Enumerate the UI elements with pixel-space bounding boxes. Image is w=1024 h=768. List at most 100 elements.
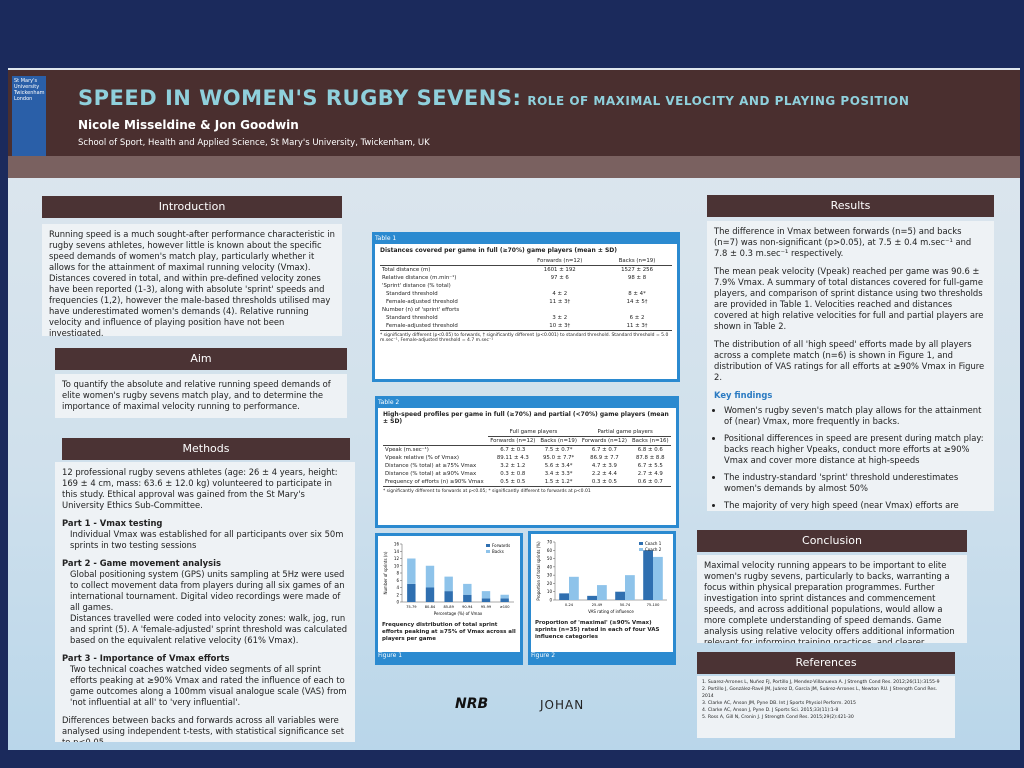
x-axis-label: VAS rating of influence <box>588 609 634 614</box>
bar <box>615 591 625 600</box>
bar <box>463 583 472 595</box>
table-cell: 6.7 ± 0.7 <box>591 447 617 453</box>
y-tick-label: 6 <box>396 578 399 583</box>
header-row: Forwards (n=12) Backs (n=19) Forwards (n=1… <box>383 436 671 446</box>
x-tick-label: ≥100 <box>500 605 511 609</box>
header-stripe <box>8 156 1020 178</box>
table-row: Female-adjusted threshold 11 ± 3† 14 ± 5† <box>380 298 672 306</box>
figure-panel: 0 2 4 6 8 10 12 14 16 Number of sprints (n) Percen… <box>375 533 523 665</box>
logo: NRB <box>455 696 489 712</box>
column-header: Forwards (n=12) <box>487 436 538 446</box>
table-cell: Frequency of efforts (n) ≥90% Vmax <box>383 478 488 487</box>
figure-label: Figure 1 <box>378 652 403 659</box>
part-text: Individual Vmax was established for all … <box>70 529 344 550</box>
table-footnote: * significantly different to forwards at… <box>383 489 591 494</box>
table-cell: 5.6 ± 3.4* <box>544 463 573 469</box>
x-tick-label: 80-84 <box>425 605 436 609</box>
bar <box>407 583 416 602</box>
paragraph: Differences between backs and forwards a… <box>62 715 345 742</box>
y-tick-label: 0 <box>396 600 399 605</box>
affiliation: School of Sport, Health and Applied Scie… <box>78 138 430 148</box>
table-cell: 0.5 ± 0.5 <box>487 478 538 487</box>
table-body: High-speed profiles per game in full (≥7… <box>378 408 676 525</box>
group-row: Full game players Partial game players <box>383 428 671 437</box>
logo: St Mary's University Twickenham London <box>12 76 46 156</box>
table-cell: 98 ± 8 <box>627 275 647 281</box>
y-axis-label: Proportion of total sprints (%) <box>536 541 541 601</box>
legend-label: Coach 1 <box>645 541 662 546</box>
table-cell: 6 ± 2 <box>629 315 645 321</box>
bar <box>463 594 472 602</box>
table-cell: 4 ± 2 <box>552 291 568 297</box>
bar <box>643 550 653 600</box>
bar <box>559 593 569 600</box>
subtitle: ROLE OF MAXIMAL VELOCITY AND PLAYING POS… <box>527 94 910 108</box>
figure-body: 0 2 4 6 8 10 12 14 16 Number of sprints (n) Percen… <box>378 536 520 652</box>
table-label: Table 2 <box>378 399 400 406</box>
table-cell: Distance (% total) at ≥90% Vmax <box>385 471 477 477</box>
table-cell: 0.3 ± 0.8 <box>500 471 526 477</box>
table-rows: Total distance (m) 1601 ± 192 1527 ± 256 Re… <box>380 266 672 331</box>
x-tick-label: 85-89 <box>443 605 454 609</box>
table-cell: 2.7 ± 4.9 <box>637 471 663 477</box>
x-tick-label: 0-24 <box>565 603 574 607</box>
table-cell: Distance (% total) at ≥75% Vmax <box>385 463 477 469</box>
key-finding: Positional differences in speed are pres… <box>724 433 987 466</box>
part-title: Part 2 - Game movement analysis <box>62 558 221 568</box>
y-tick-label: 10 <box>394 563 400 568</box>
chart: 0 2 4 6 8 10 12 14 16 Number of sprints (n) Percen… <box>383 542 514 616</box>
reference: 2. Portillo J, González-Ravé JM, Juárez … <box>702 687 938 699</box>
paragraph: 12 professional rugby sevens athletes (a… <box>62 467 338 510</box>
y-tick-label: 70 <box>547 540 553 545</box>
table-cell: Number (n) of 'sprint' efforts <box>382 307 460 313</box>
table-cell: 97 ± 6 <box>550 275 569 281</box>
table-row: Standard threshold 3 ± 2 6 ± 2 <box>380 314 672 322</box>
part-title: Part 1 - Vmax testing <box>62 518 163 528</box>
bar <box>569 576 579 600</box>
part-text: Two technical coaches watched video segm… <box>70 664 347 707</box>
authors: Nicole Misseldine & Jon Goodwin <box>78 118 299 132</box>
table-row: 'Sprint' distance (% total) <box>380 282 672 290</box>
figure-label: Figure 2 <box>531 652 556 659</box>
table-row: Frequency of efforts (n) ≥90% Vmax 0.5 ± … <box>383 478 671 487</box>
table-cell: 1601 ± 192 <box>543 267 576 273</box>
method-part: Part 2 - Game movement analysis Global po… <box>62 558 348 646</box>
table-cell: 8 ± 4* <box>628 291 646 297</box>
table-cell: 2.2 ± 4.4 <box>591 471 617 477</box>
table-cell: 6.7 ± 5.5 <box>637 463 663 469</box>
table-cell: Standard threshold <box>386 291 438 297</box>
method-part: Part 1 - Vmax testing Individual Vmax was… <box>62 518 348 551</box>
table-row: Vpeak (m.sec⁻¹) 6.7 ± 0.3 7.5 ± 0.7* 6.7 ± … <box>383 446 671 455</box>
y-tick-label: 2 <box>396 592 399 597</box>
section-text: Running speed is a much sought-after per… <box>42 224 342 336</box>
x-tick-label: 75-100 <box>647 603 660 607</box>
x-tick-label: 95-99 <box>481 605 492 609</box>
bar <box>500 594 509 599</box>
section-heading: References <box>697 652 955 674</box>
section-heading: Methods <box>62 438 350 460</box>
key-findings: Women's rugby seven's match play allows … <box>714 405 987 511</box>
column-header: Backs (n=19) <box>602 257 672 266</box>
bar <box>481 598 491 602</box>
subheading: Key findings <box>714 390 773 400</box>
method-part: Part 3 - Importance of Vmax efforts Two t… <box>62 653 348 708</box>
key-finding: Women's rugby seven's match play allows … <box>724 405 987 427</box>
y-tick-label: 12 <box>394 556 400 561</box>
bar <box>481 591 491 599</box>
figure-caption: Proportion of 'maximal' (≥90% Vmax) spri… <box>535 620 660 640</box>
y-tick-label: 20 <box>547 581 553 586</box>
y-tick-label: 60 <box>547 548 553 553</box>
table-row: Relative distance (m.min⁻¹) 97 ± 6 98 ± 8 <box>380 274 672 282</box>
table-row: Distance (% total) at ≥90% Vmax 0.3 ± 0.8… <box>383 470 671 478</box>
bar <box>653 556 663 600</box>
methods-text: 12 professional rugby sevens athletes (a… <box>55 462 355 742</box>
header-blank <box>383 436 488 446</box>
chart: 0 10 20 30 40 50 60 70 Proportion of total sprin… <box>536 540 667 614</box>
figure-body: 0 10 20 30 40 50 60 70 Proportion of total sprin… <box>531 534 673 652</box>
table-cell: 3 ± 2 <box>552 315 568 321</box>
table-row: Standard threshold 4 ± 2 8 ± 4* <box>380 290 672 298</box>
table-cell: Female-adjusted threshold <box>380 322 518 331</box>
table-row: Number (n) of 'sprint' efforts <box>380 306 672 314</box>
logo: JOHAN <box>540 698 585 712</box>
table-panel: Table 1 Distances covered per game in ful… <box>372 232 680 382</box>
